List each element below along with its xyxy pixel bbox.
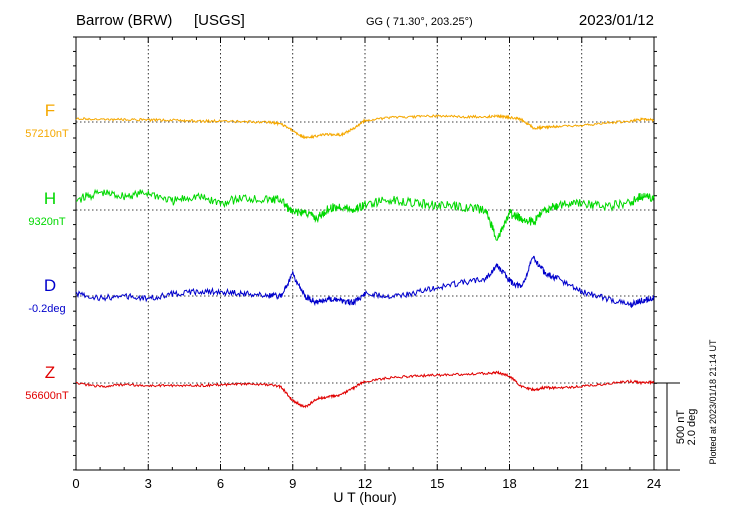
x-tick-label: 3 <box>145 476 152 491</box>
series-f-line <box>75 113 655 140</box>
x-tick-label: 0 <box>72 476 79 491</box>
scale-value-label: 500 nT <box>675 410 687 445</box>
series-f-label: F <box>45 101 55 120</box>
x-tick-label: 24 <box>647 476 661 491</box>
station-title: Barrow (BRW) <box>76 12 172 29</box>
series-f-baseline-label: 57210nT <box>25 128 69 140</box>
scale-bar: 500 nT 2.0 deg <box>654 382 698 471</box>
grid-lines <box>147 37 583 470</box>
series-h-line <box>76 188 655 242</box>
x-axis-label: U T (hour) <box>333 489 396 505</box>
date-label: 2023/01/12 <box>579 12 654 29</box>
series-h-label: H <box>44 189 56 208</box>
series-z-line <box>75 370 655 409</box>
series-z-label: Z <box>45 363 55 382</box>
series-d-label: D <box>44 276 56 295</box>
coords-label: GG ( 71.30°, 203.25°) <box>366 16 473 28</box>
source-label: [USGS] <box>194 12 245 29</box>
series-lines <box>75 113 655 409</box>
series-z-baseline-label: 56600nT <box>25 390 69 402</box>
series-d-baseline-label: -0.2deg <box>28 303 65 315</box>
x-tick-label: 12 <box>358 476 372 491</box>
series-d-line <box>75 255 655 309</box>
x-tick-labels: 0 3 6 9 12 15 18 21 24 <box>72 476 661 491</box>
plotted-timestamp: Plotted at 2023/01/18 21:14 UT <box>708 339 718 465</box>
x-tick-label: 21 <box>575 476 589 491</box>
x-tick-label: 18 <box>502 476 516 491</box>
scale-angle-label: 2.0 deg <box>686 409 698 446</box>
x-tick-label: 15 <box>430 476 444 491</box>
series-labels: F 57210nT H 9320nT D -0.2deg Z 56600nT <box>25 101 69 402</box>
series-h-baseline-label: 9320nT <box>28 216 66 228</box>
x-tick-label: 9 <box>289 476 296 491</box>
x-tick-label: 6 <box>217 476 224 491</box>
